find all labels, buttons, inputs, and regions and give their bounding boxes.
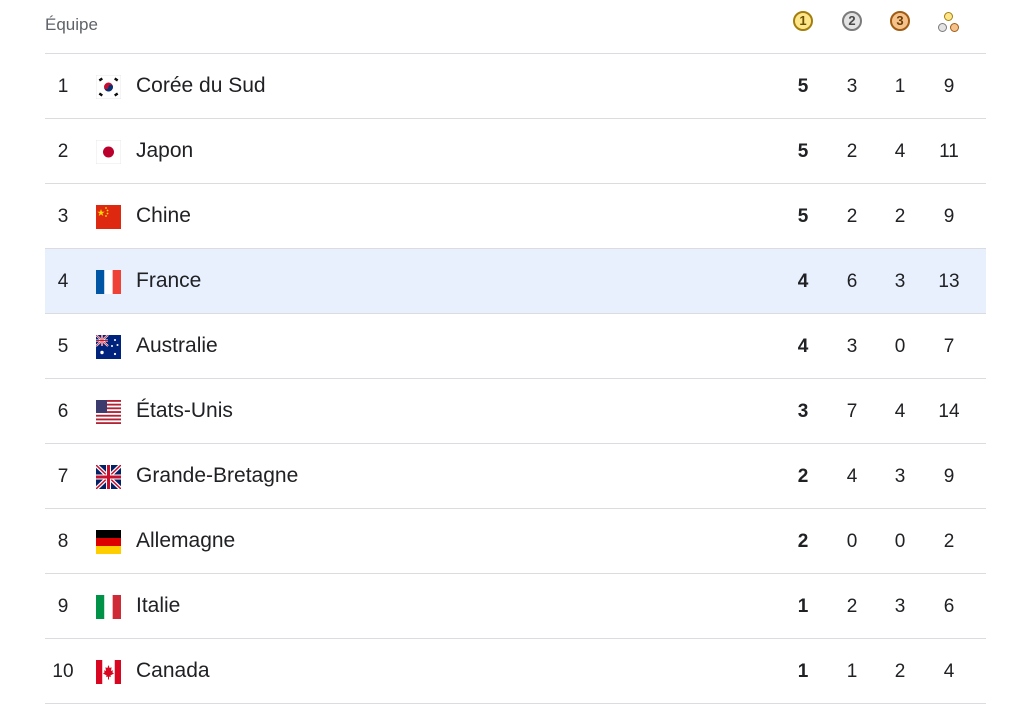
total-count: 4: [943, 661, 955, 682]
bronze-count: 1: [894, 76, 906, 97]
table-row[interactable]: 9 Italie 1 2 3 6: [45, 574, 986, 639]
country-name[interactable]: Chine: [136, 204, 191, 227]
country-name[interactable]: Corée du Sud: [136, 74, 266, 97]
rank-cell: 3: [57, 206, 69, 227]
table-row[interactable]: 5 Australie 4 3: [45, 314, 986, 379]
table-row[interactable]: 8 Allemagne 2 0 0 2: [45, 509, 986, 574]
gold-medal-icon: 1: [793, 11, 813, 31]
silver-medal-icon: 2: [842, 11, 862, 31]
silver-count: 7: [846, 401, 858, 422]
country-name[interactable]: Canada: [136, 659, 210, 682]
silver-column-header[interactable]: 2: [832, 11, 872, 37]
bronze-count: 3: [894, 466, 906, 487]
total-count: 7: [943, 336, 955, 357]
china-flag-icon: [96, 205, 121, 229]
rank-cell: 1: [57, 76, 69, 97]
rank-cell: 7: [57, 466, 69, 487]
gold-count: 2: [797, 531, 809, 552]
table-row[interactable]: 2 Japon 5 2 4 11: [45, 119, 986, 184]
japan-flag-icon: [96, 140, 121, 164]
total-count: 14: [938, 401, 960, 422]
total-count: 9: [943, 206, 955, 227]
gold-count: 5: [797, 76, 809, 97]
total-count: 2: [943, 531, 955, 552]
silver-count: 3: [846, 336, 858, 357]
gold-count: 4: [797, 336, 809, 357]
total-count: 6: [943, 596, 955, 617]
silver-count: 6: [846, 271, 858, 292]
france-flag-icon: [96, 270, 121, 294]
canada-flag-icon: [96, 660, 121, 684]
australia-flag-icon: [96, 335, 121, 359]
bronze-count: 4: [894, 141, 906, 162]
gold-count: 1: [797, 661, 809, 682]
table-row[interactable]: 3 Chine 5 2 2 9: [45, 184, 986, 249]
country-name[interactable]: France: [136, 269, 202, 292]
total-column-header[interactable]: [929, 11, 969, 37]
bronze-column-header[interactable]: 3: [880, 11, 920, 37]
gold-count: 5: [797, 141, 809, 162]
silver-count: 2: [846, 596, 858, 617]
total-count: 9: [943, 76, 955, 97]
table-row[interactable]: 1 Corée du Sud 5 3 1 9: [45, 54, 986, 119]
team-column-header[interactable]: Équipe: [45, 15, 98, 34]
silver-count: 0: [846, 531, 858, 552]
germany-flag-icon: [96, 530, 121, 554]
bronze-count: 3: [894, 596, 906, 617]
bronze-count: 2: [894, 206, 906, 227]
rank-cell: 9: [57, 596, 69, 617]
bronze-count: 2: [894, 661, 906, 682]
gold-count: 5: [797, 206, 809, 227]
country-name[interactable]: Italie: [136, 594, 181, 617]
usa-flag-icon: [96, 400, 121, 424]
bronze-count: 3: [894, 271, 906, 292]
medal-table-header: Équipe 1 2 3: [45, 0, 986, 54]
bronze-count: 0: [894, 531, 906, 552]
country-name[interactable]: Grande-Bretagne: [136, 464, 299, 487]
table-row[interactable]: 10 Canada 1 1 2 4: [45, 639, 986, 704]
gold-count: 1: [797, 596, 809, 617]
silver-count: 3: [846, 76, 858, 97]
medals-total-icon: [936, 11, 962, 35]
gold-count: 2: [797, 466, 809, 487]
bronze-count: 4: [894, 401, 906, 422]
italy-flag-icon: [96, 595, 121, 619]
silver-count: 2: [846, 206, 858, 227]
gold-count: 3: [797, 401, 809, 422]
silver-count: 4: [846, 466, 858, 487]
country-name[interactable]: Japon: [136, 139, 194, 162]
total-count: 11: [939, 141, 959, 162]
rank-cell: 2: [57, 141, 69, 162]
table-row[interactable]: 7 Grande-Bretagne 2 4 3 9: [45, 444, 986, 509]
table-row[interactable]: 6 États-Unis 3 7 4 14: [45, 379, 986, 444]
rank-cell: 8: [57, 531, 69, 552]
rank-cell: 4: [57, 271, 69, 292]
bronze-medal-icon: 3: [890, 11, 910, 31]
total-count: 9: [943, 466, 955, 487]
uk-flag-icon: [96, 465, 121, 489]
table-row-highlighted[interactable]: 4 France 4 6 3 13: [45, 249, 986, 314]
bronze-count: 0: [894, 336, 906, 357]
gold-count: 4: [797, 271, 809, 292]
gold-column-header[interactable]: 1: [783, 11, 823, 37]
rank-cell: 6: [57, 401, 69, 422]
country-name[interactable]: Allemagne: [136, 529, 236, 552]
total-count: 13: [938, 271, 960, 292]
medal-table: Équipe 1 2 3 1: [45, 0, 986, 704]
silver-count: 2: [846, 141, 858, 162]
rank-cell: 5: [57, 336, 69, 357]
rank-cell: 10: [52, 661, 74, 682]
south-korea-flag-icon: [96, 75, 121, 99]
country-name[interactable]: États-Unis: [136, 399, 233, 422]
silver-count: 1: [846, 661, 858, 682]
country-name[interactable]: Australie: [136, 334, 218, 357]
